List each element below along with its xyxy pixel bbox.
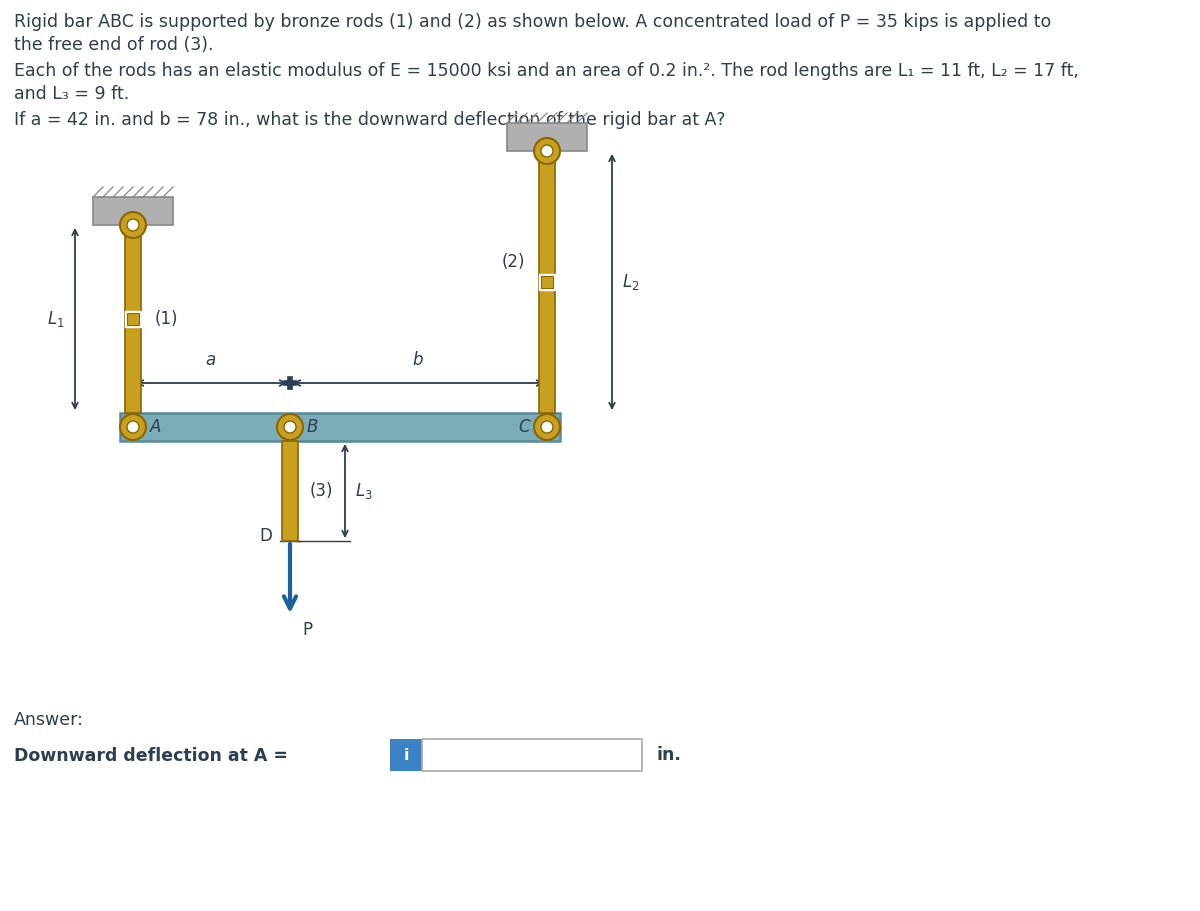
Circle shape [541, 421, 553, 433]
Text: $b$: $b$ [412, 351, 424, 369]
Text: Downward deflection at A =: Downward deflection at A = [14, 747, 288, 765]
Bar [125, 225, 142, 413]
Text: and L₃ = 9 ft.: and L₃ = 9 ft. [14, 85, 130, 103]
Text: $L_3$: $L_3$ [355, 481, 373, 501]
Text: (2): (2) [502, 253, 526, 271]
Circle shape [127, 219, 139, 231]
Text: If a = 42 in. and b = 78 in., what is the downward deflection of the rigid bar a: If a = 42 in. and b = 78 in., what is th… [14, 111, 726, 129]
Text: (1): (1) [155, 310, 179, 328]
Text: P: P [302, 621, 312, 639]
Text: $L_2$: $L_2$ [622, 272, 640, 292]
Text: in.: in. [658, 746, 682, 764]
Text: $L_1$: $L_1$ [47, 309, 65, 329]
Text: A: A [150, 418, 161, 436]
Circle shape [277, 414, 302, 440]
Bar [94, 197, 173, 225]
Text: Answer:: Answer: [14, 711, 84, 729]
Text: D: D [259, 527, 272, 545]
Text: C: C [518, 418, 530, 436]
Bar [539, 274, 554, 290]
Circle shape [284, 421, 296, 433]
Circle shape [120, 414, 146, 440]
Bar [422, 739, 642, 771]
Circle shape [541, 145, 553, 157]
Bar [125, 311, 142, 327]
Bar [539, 151, 554, 413]
Text: Each of the rods has an elastic modulus of E = 15000 ksi and an area of 0.2 in.²: Each of the rods has an elastic modulus … [14, 62, 1079, 80]
Circle shape [127, 421, 139, 433]
Circle shape [534, 138, 560, 164]
Circle shape [120, 212, 146, 238]
Bar [127, 313, 139, 325]
Bar [390, 739, 422, 771]
Bar [282, 441, 298, 541]
Text: (3): (3) [310, 482, 334, 500]
Text: $a$: $a$ [205, 351, 216, 369]
Text: i: i [403, 748, 409, 763]
Bar [508, 123, 587, 151]
Bar [541, 276, 553, 288]
Text: Rigid bar ABC is supported by bronze rods (1) and (2) as shown below. A concentr: Rigid bar ABC is supported by bronze rod… [14, 13, 1051, 31]
Text: the free end of rod (3).: the free end of rod (3). [14, 36, 214, 54]
Bar [120, 413, 560, 441]
Text: B: B [307, 418, 318, 436]
Circle shape [534, 414, 560, 440]
